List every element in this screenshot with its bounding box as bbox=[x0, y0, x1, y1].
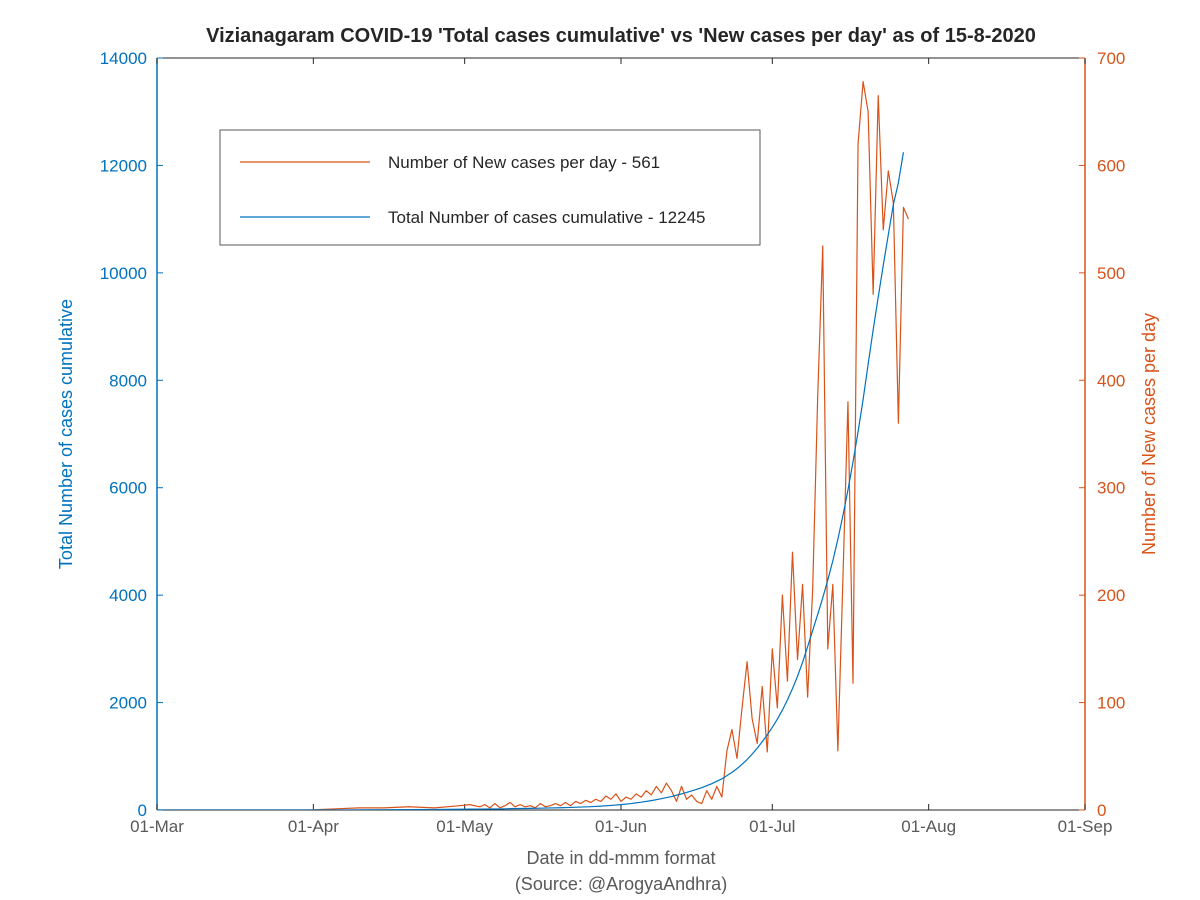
x-tick-label: 01-Jun bbox=[595, 817, 647, 836]
y-left-tick-label: 2000 bbox=[109, 694, 147, 713]
y-right-tick-label: 500 bbox=[1097, 264, 1125, 283]
y-right-label: Number of New cases per day bbox=[1139, 313, 1159, 555]
y-left-tick-label: 14000 bbox=[100, 49, 147, 68]
y-right-tick-label: 400 bbox=[1097, 371, 1125, 390]
x-tick-label: 01-May bbox=[436, 817, 493, 836]
x-tick-label: 01-Apr bbox=[288, 817, 339, 836]
y-left-label: Total Number of cases cumulative bbox=[56, 299, 76, 569]
y-right-tick-label: 200 bbox=[1097, 586, 1125, 605]
y-right-tick-label: 600 bbox=[1097, 156, 1125, 175]
legend-label: Total Number of cases cumulative - 12245 bbox=[388, 208, 706, 227]
y-right-tick-label: 300 bbox=[1097, 479, 1125, 498]
chart-title: Vizianagaram COVID-19 'Total cases cumul… bbox=[206, 25, 1036, 47]
y-left-tick-label: 4000 bbox=[109, 586, 147, 605]
chart-container: 01-Mar01-Apr01-May01-Jun01-Jul01-Aug01-S… bbox=[0, 0, 1200, 900]
x-tick-label: 01-Jul bbox=[749, 817, 795, 836]
legend-label: Number of New cases per day - 561 bbox=[388, 153, 660, 172]
y-right-tick-label: 700 bbox=[1097, 49, 1125, 68]
y-right-tick-label: 100 bbox=[1097, 694, 1125, 713]
y-left-tick-label: 6000 bbox=[109, 479, 147, 498]
y-left-tick-label: 12000 bbox=[100, 156, 147, 175]
x-axis-sublabel: (Source: @ArogyaAndhra) bbox=[515, 874, 727, 894]
x-axis-label: Date in dd-mmm format bbox=[526, 848, 715, 868]
y-left-tick-label: 10000 bbox=[100, 264, 147, 283]
chart-svg: 01-Mar01-Apr01-May01-Jun01-Jul01-Aug01-S… bbox=[0, 0, 1200, 900]
y-left-tick-label: 0 bbox=[138, 801, 147, 820]
y-right-tick-label: 0 bbox=[1097, 801, 1106, 820]
y-left-tick-label: 8000 bbox=[109, 371, 147, 390]
x-tick-label: 01-Aug bbox=[901, 817, 956, 836]
legend: Number of New cases per day - 561 Total N… bbox=[220, 130, 760, 245]
